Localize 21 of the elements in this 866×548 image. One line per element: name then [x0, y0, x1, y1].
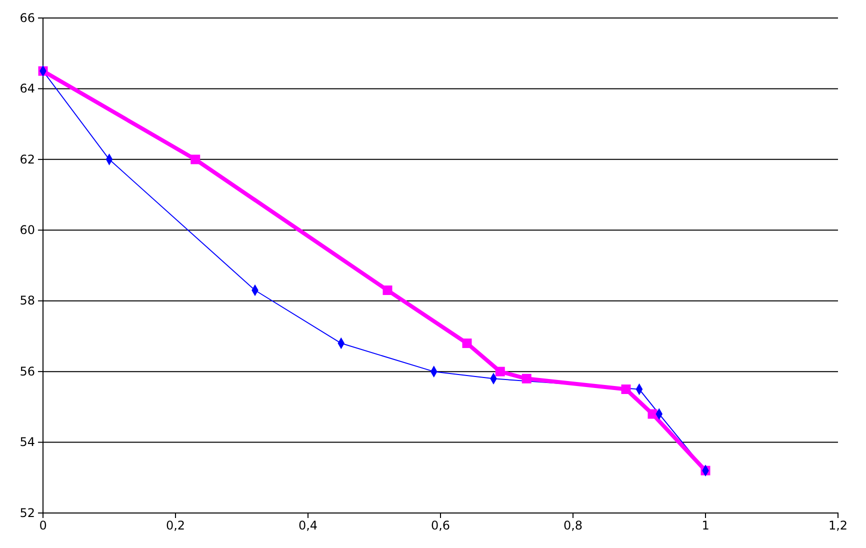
x-tick-label: 1 [702, 518, 710, 533]
x-tick-label: 0 [39, 518, 47, 533]
point [190, 154, 200, 164]
point [522, 374, 532, 384]
point [495, 366, 505, 376]
y-tick-label: 62 [20, 152, 35, 166]
y-tick-label: 58 [20, 294, 35, 308]
y-tick-label: 66 [20, 10, 35, 25]
point [382, 286, 392, 295]
x-tick-label: 1,2 [828, 518, 848, 533]
x-tick-label: 0,8 [563, 518, 583, 533]
y-tick-label: 52 [20, 506, 35, 520]
point [462, 338, 472, 348]
point [621, 384, 631, 394]
y-tick-label: 64 [20, 82, 35, 96]
y-tick-label: 56 [20, 364, 35, 378]
x-tick-label: 0,4 [298, 518, 318, 533]
x-tick-label: 0,2 [166, 518, 186, 533]
y-tick-label: 60 [20, 222, 35, 237]
x-tick-label: 0,6 [430, 518, 450, 533]
y-tick-label: 54 [20, 435, 35, 450]
